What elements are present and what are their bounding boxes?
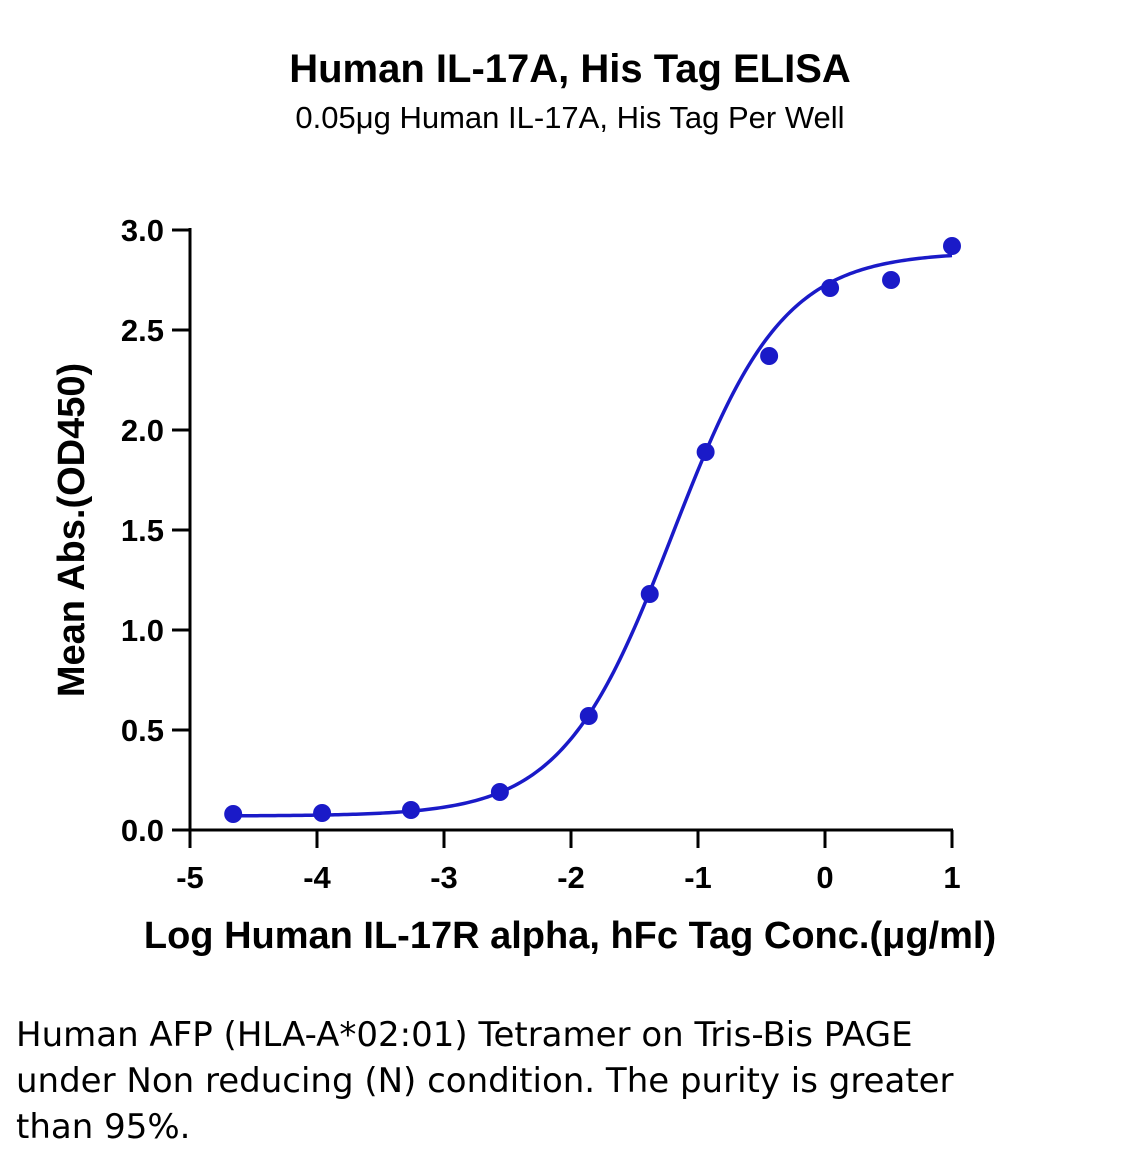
data-point bbox=[224, 805, 243, 823]
data-point bbox=[943, 237, 961, 255]
elisa-chart: Human IL-17A, His Tag ELISA 0.05μg Human… bbox=[51, 47, 996, 957]
data-point bbox=[490, 783, 509, 801]
chart-title: Human IL-17A, His Tag ELISA bbox=[289, 47, 851, 91]
y-tick-label: 0.5 bbox=[121, 713, 164, 748]
y-tick-label: 1.0 bbox=[121, 613, 164, 648]
data-point bbox=[313, 804, 332, 822]
x-tick-label: -4 bbox=[303, 860, 331, 895]
x-axis-label: Log Human IL-17R alpha, hFc Tag Conc.(μg… bbox=[144, 915, 996, 957]
y-ticks: 0.0 0.5 1.0 1.5 2.0 2.5 3.0 bbox=[121, 213, 190, 848]
data-point bbox=[760, 347, 779, 365]
x-tick-label: -5 bbox=[176, 860, 204, 895]
y-tick-label: 0.0 bbox=[121, 813, 164, 848]
fit-curve bbox=[233, 253, 953, 818]
data-point bbox=[696, 443, 715, 461]
y-axis-label: Mean Abs.(OD450) bbox=[51, 363, 93, 697]
data-point bbox=[640, 585, 659, 603]
data-point bbox=[579, 707, 598, 725]
x-tick-label: -1 bbox=[684, 860, 712, 895]
x-tick-label: 1 bbox=[943, 860, 960, 895]
y-tick-label: 3.0 bbox=[121, 213, 164, 248]
x-tick-label: 0 bbox=[816, 860, 833, 895]
y-tick-label: 2.5 bbox=[121, 313, 164, 348]
x-ticks: -5 -4 -3 -2 -1 0 1 bbox=[176, 830, 961, 895]
data-points bbox=[224, 237, 961, 823]
x-tick-label: -2 bbox=[557, 860, 585, 895]
y-tick-label: 2.0 bbox=[121, 413, 164, 448]
figure-caption: Human AFP (HLA-A*02:01) Tetramer on Tris… bbox=[16, 1015, 954, 1147]
chart-subtitle: 0.05μg Human IL-17A, His Tag Per Well bbox=[295, 100, 844, 135]
data-point bbox=[401, 801, 420, 819]
y-tick-label: 1.5 bbox=[121, 513, 164, 548]
x-tick-label: -3 bbox=[430, 860, 458, 895]
data-point bbox=[821, 279, 840, 297]
data-point bbox=[882, 271, 901, 289]
